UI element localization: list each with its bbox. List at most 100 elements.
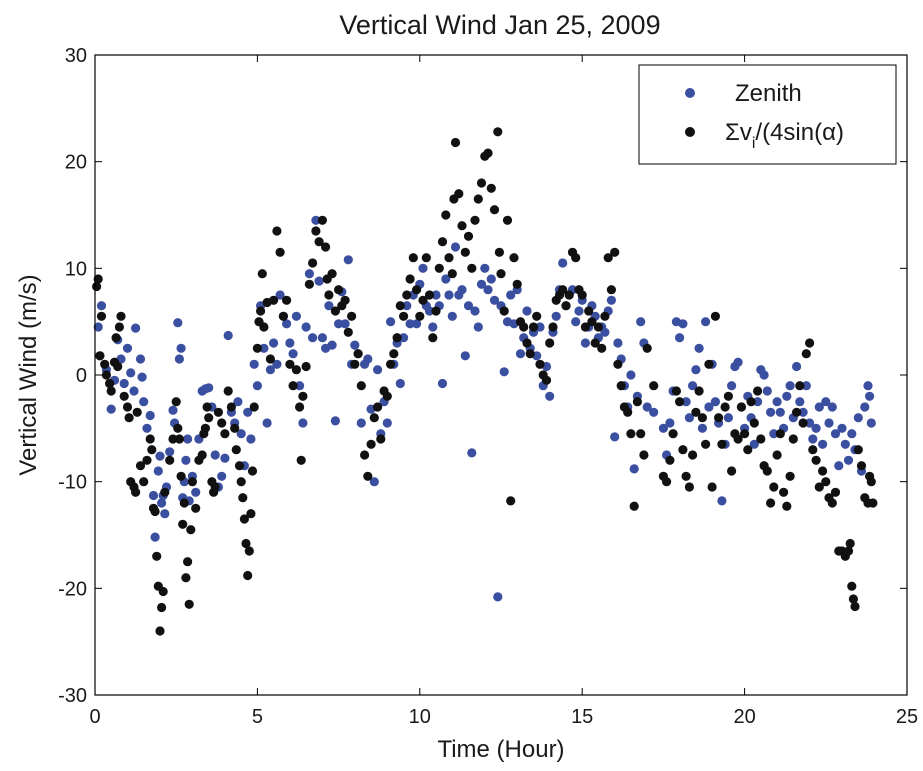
zenith-point-62 (269, 338, 279, 348)
zenith-point-185 (678, 319, 688, 329)
sum-point-187 (603, 253, 613, 263)
sum-point-37 (174, 434, 184, 444)
sum-point-131 (428, 333, 438, 343)
y-axis-label: Vertical Wind (m/s) (15, 274, 42, 475)
sum-point-166 (535, 359, 545, 369)
sum-point-77 (259, 322, 269, 332)
sum-point-263 (853, 445, 863, 455)
zenith-point-11 (129, 386, 139, 396)
sum-point-73 (252, 343, 262, 353)
zenith-point-140 (522, 306, 532, 316)
zenith-point-220 (792, 361, 802, 372)
sum-point-164 (528, 322, 539, 332)
sum-point-142 (460, 247, 470, 257)
sum-point-210 (688, 450, 698, 460)
sum-point-30 (157, 602, 167, 613)
sum-point-76 (257, 269, 267, 279)
sum-point-253 (827, 498, 837, 508)
sum-point-60 (226, 402, 236, 412)
zenith-point-168 (613, 338, 623, 348)
sum-point-227 (743, 445, 753, 455)
sum-point-120 (392, 333, 402, 343)
zenith-point-27 (168, 405, 178, 415)
sum-point-260 (847, 581, 857, 591)
sum-point-184 (593, 322, 604, 332)
sum-point-155 (499, 306, 509, 316)
sum-point-211 (691, 407, 701, 417)
zenith-point-197 (717, 496, 727, 506)
sum-point-55 (210, 482, 220, 492)
sum-point-86 (288, 381, 298, 391)
sum-point-207 (678, 445, 688, 455)
zenith-point-179 (658, 423, 669, 433)
zenith-point-55 (246, 434, 256, 444)
zenith-point-2 (96, 301, 107, 311)
zenith-point-211 (762, 386, 772, 396)
sum-point-190 (613, 359, 623, 369)
sum-point-10 (113, 361, 123, 372)
x-axis-label: Time (Hour) (437, 736, 564, 763)
zenith-point-234 (837, 423, 847, 433)
sum-point-118 (386, 359, 396, 369)
zenith-point-60 (262, 418, 272, 428)
sum-point-269 (868, 498, 878, 508)
sum-point-72 (249, 402, 259, 412)
sum-point-35 (171, 397, 181, 407)
legend-label-zenith: Zenith (735, 80, 802, 107)
zenith-point-138 (515, 349, 526, 359)
sum-point-26 (150, 506, 160, 517)
zenith-point-189 (691, 365, 701, 375)
zenith-point-130 (489, 295, 500, 305)
sum-point-198 (639, 450, 649, 460)
sum-point-219 (717, 439, 727, 449)
sum-point-238 (779, 487, 789, 497)
sum-point-180 (580, 322, 591, 332)
legend-marker-sum (685, 127, 695, 137)
zenith-point-213 (769, 429, 779, 439)
sum-point-212 (694, 386, 704, 396)
sum-point-129 (421, 253, 431, 263)
sum-point-240 (785, 471, 795, 481)
sum-point-226 (740, 429, 750, 439)
sum-point-52 (204, 413, 214, 423)
zenith-point-66 (282, 319, 292, 329)
zenith-point-175 (636, 317, 646, 327)
zenith-point-123 (467, 448, 477, 458)
sum-point-108 (353, 349, 363, 359)
zenith-point-74 (308, 333, 318, 343)
sum-point-261 (848, 594, 859, 604)
zenith-point-110 (424, 306, 435, 316)
sum-point-93 (308, 258, 318, 268)
sum-point-224 (733, 434, 743, 444)
zenith-point-81 (330, 416, 340, 426)
x-tick-label-2: 10 (409, 706, 431, 728)
sum-point-170 (548, 322, 558, 332)
sum-point-225 (736, 402, 747, 412)
sum-point-222 (727, 466, 737, 476)
sum-point-128 (418, 295, 428, 305)
zenith-point-215 (775, 407, 785, 417)
y-axis-ticks: -30 -20 -10 0 10 20 30 (58, 45, 907, 707)
sum-point-90 (298, 391, 308, 401)
sum-point-44 (186, 525, 196, 535)
sum-point-42 (183, 557, 193, 567)
zenith-point-199 (723, 413, 734, 423)
zenith-point-48 (223, 330, 233, 341)
sum-point-157 (506, 496, 516, 506)
zenith-point-126 (476, 279, 487, 289)
sum-point-236 (772, 450, 782, 460)
sum-point-3 (96, 311, 107, 321)
sum-point-215 (704, 359, 714, 369)
sum-point-14 (122, 402, 133, 412)
zenith-point-71 (298, 418, 308, 428)
sum-point-235 (769, 482, 779, 492)
sum-point-165 (532, 311, 542, 321)
sum-point-159 (512, 279, 522, 289)
zenith-point-200 (727, 381, 737, 391)
zenith-point-101 (395, 378, 405, 389)
sum-point-99 (324, 290, 334, 300)
sum-point-100 (327, 269, 337, 279)
sum-point-57 (217, 418, 227, 428)
sum-point-149 (483, 148, 493, 158)
zenith-point-244 (866, 418, 876, 428)
